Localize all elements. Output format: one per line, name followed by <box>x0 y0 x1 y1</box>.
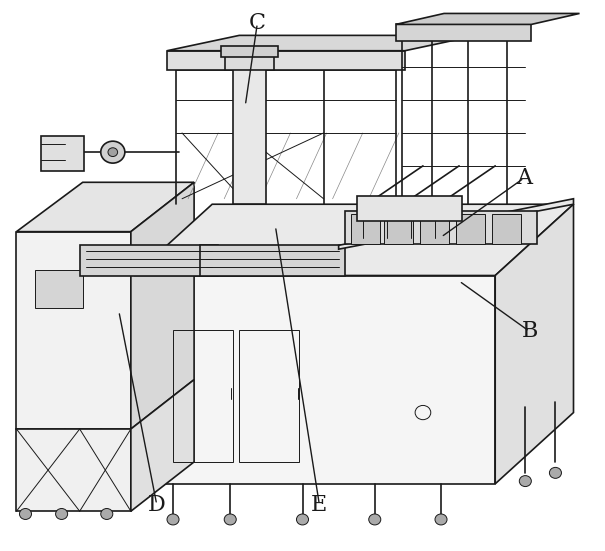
Polygon shape <box>495 204 574 484</box>
Bar <box>420 214 449 244</box>
Bar <box>351 214 379 244</box>
Circle shape <box>368 514 381 525</box>
Polygon shape <box>167 35 477 51</box>
Polygon shape <box>339 199 574 249</box>
Polygon shape <box>131 182 194 429</box>
Bar <box>134 276 495 484</box>
Circle shape <box>435 514 447 525</box>
Polygon shape <box>396 13 580 24</box>
Polygon shape <box>134 204 574 276</box>
Text: E: E <box>311 494 327 516</box>
Text: A: A <box>516 167 532 189</box>
Bar <box>34 270 83 309</box>
Text: C: C <box>249 12 266 34</box>
Bar <box>239 330 299 462</box>
Circle shape <box>19 509 31 520</box>
Bar <box>396 24 531 41</box>
Circle shape <box>101 141 125 163</box>
Bar <box>456 214 485 244</box>
Circle shape <box>167 514 179 525</box>
Bar <box>41 136 84 171</box>
Bar <box>492 214 521 244</box>
Text: D: D <box>148 494 166 516</box>
Circle shape <box>108 148 117 156</box>
Bar <box>221 46 278 57</box>
Bar <box>200 245 345 276</box>
Bar <box>345 211 537 244</box>
Circle shape <box>549 467 561 478</box>
Circle shape <box>296 514 309 525</box>
Bar <box>167 51 405 70</box>
Bar <box>357 196 462 221</box>
Circle shape <box>224 514 237 525</box>
Bar <box>173 330 234 462</box>
Bar <box>80 245 218 276</box>
Bar <box>226 55 274 70</box>
Bar <box>16 231 131 429</box>
Text: B: B <box>522 321 538 342</box>
Bar <box>16 429 131 511</box>
Circle shape <box>56 509 68 520</box>
Polygon shape <box>131 380 194 511</box>
Bar <box>384 214 413 244</box>
Bar <box>234 56 266 204</box>
Circle shape <box>519 476 531 487</box>
Polygon shape <box>16 182 194 231</box>
Circle shape <box>101 509 113 520</box>
